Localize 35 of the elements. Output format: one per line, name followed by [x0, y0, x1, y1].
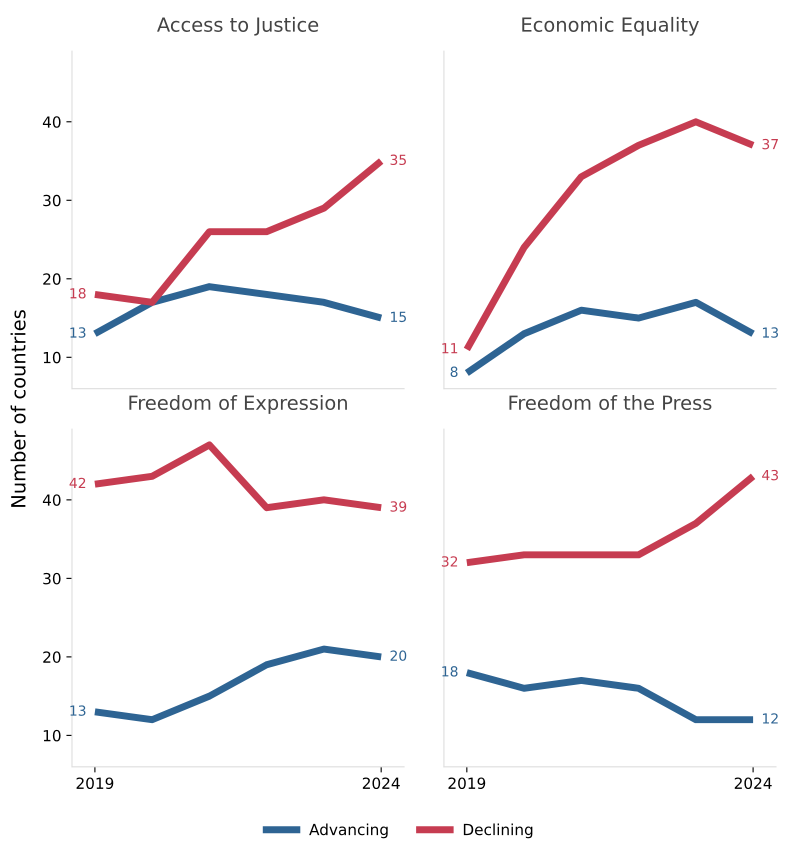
y-tick-label: 10 [44, 352, 61, 364]
data-label: 18 [442, 666, 458, 677]
data-label: 39 [390, 501, 406, 512]
y-tick-label: 10 [44, 730, 61, 742]
data-label: 8 [450, 366, 458, 378]
data-label: 18 [70, 288, 86, 299]
y-tick-label: 30 [43, 194, 61, 206]
y-tick-label: 20 [43, 651, 61, 663]
data-label: 35 [390, 154, 406, 166]
y-tick-label: 20 [43, 273, 61, 285]
legend-label: Advancing [309, 823, 388, 838]
data-label: 11 [442, 343, 458, 354]
data-label: 42 [70, 478, 86, 488]
chart-title: Freedom of Expression [129, 394, 347, 414]
data-label: 15 [391, 312, 406, 322]
data-label: 12 [762, 713, 778, 724]
chart-title: Freedom of the Press [509, 394, 712, 410]
y-axis-title: Number of countries [10, 310, 26, 507]
y-tick-label: 40 [42, 116, 61, 128]
y-tick-label: 30 [43, 572, 61, 584]
chart-title: Access to Justice [157, 16, 318, 36]
data-label: 13 [70, 705, 86, 716]
x-tick-label: 2019 [448, 777, 486, 790]
data-label: 13 [762, 327, 778, 338]
data-label: 32 [442, 556, 458, 567]
data-label: 37 [762, 138, 778, 150]
data-label: 13 [70, 327, 86, 338]
y-tick-label: 40 [42, 494, 61, 506]
x-tick-label: 2024 [734, 777, 772, 790]
data-label: 20 [390, 650, 406, 661]
x-tick-label: 2019 [76, 777, 114, 790]
chart-title: Economic Equality [522, 16, 699, 36]
x-tick-label: 2024 [362, 777, 400, 790]
data-label: 43 [762, 470, 778, 480]
legend-label: Declining [464, 823, 532, 838]
